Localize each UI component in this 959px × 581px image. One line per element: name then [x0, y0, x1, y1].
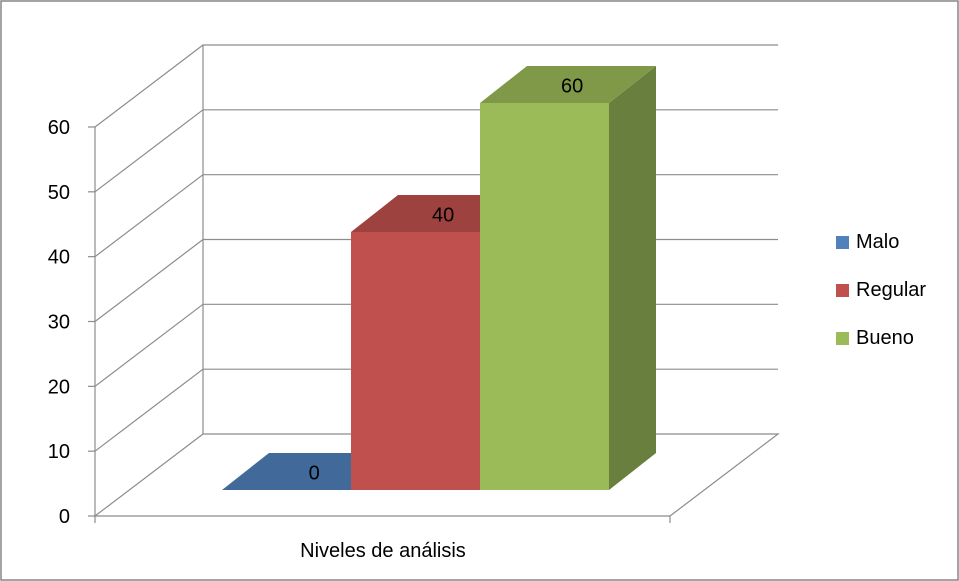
bar-top [480, 66, 656, 103]
x-category-label: Niveles de análisis [300, 540, 466, 562]
y-tick-label: 60 [48, 117, 70, 139]
data-label-bueno: 60 [561, 75, 583, 97]
y-tick-label: 0 [59, 506, 70, 528]
y-tick-label: 20 [48, 376, 70, 398]
y-tick-label: 40 [48, 247, 70, 269]
legend: Malo Regular Bueno [836, 231, 926, 349]
axes: 0 10 20 30 40 50 60 Niveles de análisis [48, 45, 780, 562]
y-tick-label: 50 [48, 182, 70, 204]
y-tick-label: 30 [48, 312, 70, 334]
legend-label-malo: Malo [856, 231, 899, 253]
legend-swatch-malo [836, 236, 849, 249]
bar-bueno [480, 66, 656, 490]
legend-label-regular: Regular [856, 279, 926, 301]
data-label-regular: 40 [432, 204, 454, 226]
data-labels: 0 40 60 [309, 75, 584, 484]
bar-front [351, 232, 480, 490]
y-tick-label: 10 [48, 441, 70, 463]
bars [222, 66, 656, 490]
bar-side [609, 66, 656, 490]
bar-front [480, 103, 609, 490]
legend-swatch-regular [836, 284, 849, 297]
floor [93, 433, 780, 517]
data-label-malo: 0 [309, 462, 320, 484]
legend-swatch-bueno [836, 332, 849, 345]
legend-label-bueno: Bueno [856, 327, 914, 349]
